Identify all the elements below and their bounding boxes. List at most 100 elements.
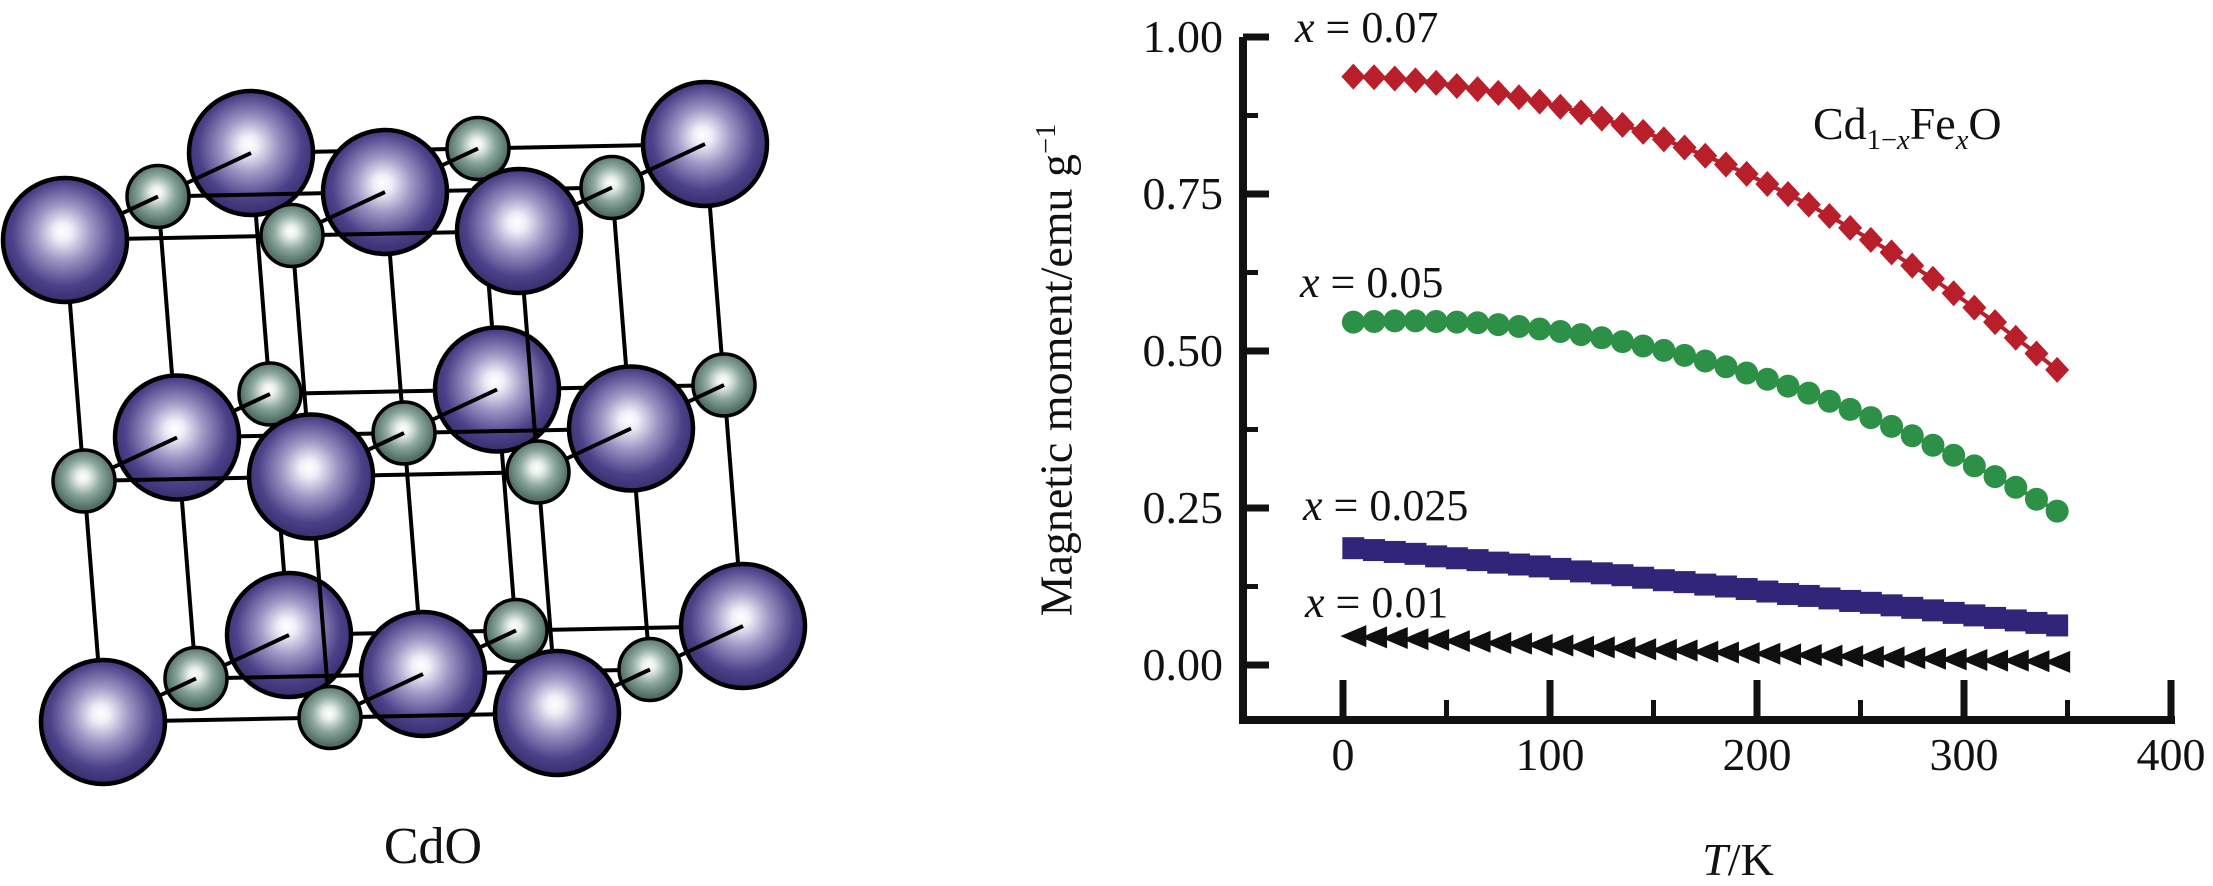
triangle-left-marker [1381, 626, 1408, 649]
square-marker [2025, 611, 2048, 634]
square-marker [2004, 609, 2027, 632]
diamond-marker [2003, 324, 2028, 351]
triangle-left-marker [1650, 638, 1677, 661]
diamond-marker [1631, 118, 1656, 145]
square-marker [1984, 606, 2007, 629]
diamond-marker [1424, 69, 1449, 96]
square-marker [1363, 539, 1386, 562]
cd-atom [246, 412, 376, 541]
circle-marker [1673, 343, 1697, 367]
circle-marker [1590, 326, 1614, 350]
diamond-marker [1569, 99, 1594, 126]
diamond-marker [1403, 67, 1428, 94]
series-x001 [1340, 625, 2071, 673]
triangle-left-marker [1899, 647, 1926, 670]
x-tick-label-300: 300 [1929, 729, 1999, 780]
square-marker [1859, 591, 1882, 614]
square-marker [1756, 580, 1779, 603]
triangle-left-marker [1940, 648, 1967, 671]
triangle-left-marker [1361, 626, 1388, 649]
circle-marker [1569, 323, 1593, 347]
x-tick-label-200: 200 [1722, 729, 1792, 780]
series-label-x0.01: x = 0.01 [1305, 578, 1449, 627]
x-tick-label-0: 0 [1331, 729, 1355, 780]
triangle-left-marker [1526, 633, 1553, 656]
square-marker [1901, 596, 1924, 619]
diamond-marker [1651, 126, 1676, 153]
circle-marker [1921, 433, 1945, 457]
superscript-minus-one: −1 [1031, 123, 1062, 154]
diamond-marker [1962, 294, 1987, 321]
diamond-marker [1610, 111, 1635, 138]
square-marker [1528, 555, 1551, 578]
square-marker [1818, 587, 1841, 610]
circle-marker [1776, 374, 1800, 398]
circle-marker [1838, 397, 1862, 421]
diamond-marker [1362, 64, 1387, 91]
series-label-x0.025: x = 0.025 [1303, 481, 1469, 530]
square-marker [1590, 562, 1613, 585]
square-marker [1735, 578, 1758, 601]
cd-atom [454, 166, 584, 296]
square-marker [1694, 573, 1717, 596]
circle-marker [2024, 487, 2048, 511]
y-tick-label-0.50: 0.50 [1142, 325, 1224, 376]
triangle-left-marker [1340, 625, 1367, 648]
circle-marker [2004, 475, 2028, 499]
square-marker [1404, 542, 1427, 565]
circle-marker [1383, 309, 1407, 333]
diamond-marker [1776, 181, 1801, 207]
diamond-marker [2024, 340, 2049, 367]
diamond-marker [1548, 93, 1573, 120]
square-marker [1942, 601, 1965, 624]
triangle-left-marker [1857, 645, 1884, 668]
diamond-marker [1589, 105, 1614, 132]
cd-atom [38, 657, 168, 787]
square-marker [1487, 551, 1510, 574]
diamond-marker [1796, 191, 1821, 218]
square-marker [2046, 614, 2069, 637]
triangle-left-marker [1961, 648, 1988, 671]
diamond-marker [1983, 309, 2008, 336]
circle-marker [1942, 443, 1966, 467]
circle-marker [1983, 465, 2007, 489]
circle-marker [2045, 499, 2069, 523]
square-marker [1632, 566, 1655, 589]
square-marker [1673, 571, 1696, 594]
o-atom [259, 202, 325, 269]
circle-marker [1714, 355, 1738, 379]
o-atom [505, 439, 571, 505]
triangle-left-marker [1775, 643, 1802, 666]
triangle-left-marker [1692, 640, 1719, 663]
square-marker [1880, 594, 1903, 617]
diamond-marker [1817, 202, 1842, 229]
diamond-marker [1465, 76, 1490, 103]
square-marker [1797, 584, 1820, 607]
y-tick-label-0.25: 0.25 [1142, 482, 1224, 533]
triangle-left-marker [2044, 650, 2071, 673]
diamond-marker [1920, 265, 1945, 292]
square-marker [1611, 564, 1634, 587]
square-marker [1425, 545, 1448, 568]
square-marker [1342, 537, 1365, 560]
diamond-marker [2045, 356, 2070, 383]
diamond-marker [1838, 214, 1863, 241]
circle-marker [1797, 381, 1821, 405]
square-marker [1445, 547, 1468, 570]
circle-marker [1507, 315, 1531, 339]
triangle-left-marker [1878, 646, 1905, 669]
diamond-marker [1486, 79, 1511, 106]
circle-marker [1962, 454, 1986, 478]
square-marker [1839, 589, 1862, 612]
circle-marker [1445, 310, 1469, 334]
o-atom [51, 448, 117, 514]
triangle-left-marker [1671, 639, 1698, 662]
triangle-left-marker [2002, 649, 2029, 672]
diamond-marker [1858, 226, 1883, 253]
x-tick-label-100: 100 [1515, 729, 1585, 780]
square-marker [1652, 569, 1675, 592]
diamond-marker [1444, 72, 1469, 99]
series-label-x0.07: x = 0.07 [1295, 3, 1439, 52]
structure-caption-cdo: CdO [383, 818, 483, 875]
